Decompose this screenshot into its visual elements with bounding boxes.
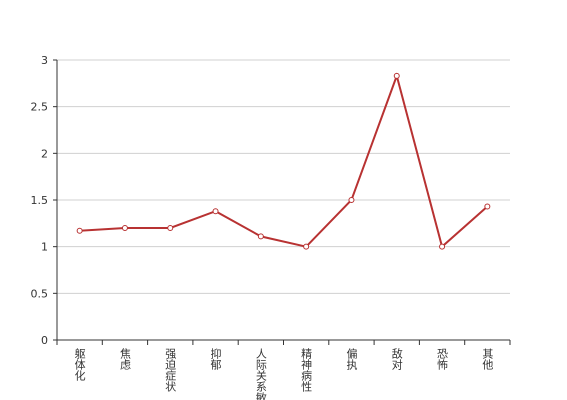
x-tick-label: 偏执: [345, 347, 358, 371]
point: [439, 243, 446, 250]
point: [167, 225, 174, 231]
y-tick-label: 2: [41, 147, 48, 160]
line: [79, 72, 489, 249]
x-tick-label: 躯体化: [73, 348, 86, 382]
x-tick-label: 焦虑: [118, 348, 131, 370]
point: [212, 208, 219, 215]
x-tick-label: 人际关系敏感: [254, 348, 267, 400]
point: [76, 227, 83, 234]
y-tick-label: 0.5: [31, 287, 49, 300]
y-tick-label: 1.5: [31, 194, 49, 207]
y-tick-label: 3: [41, 54, 48, 67]
x-tick-label: 敌对: [390, 347, 403, 370]
point: [348, 197, 355, 203]
point: [303, 243, 310, 250]
x-tick-label: 抑郁: [209, 347, 222, 370]
point: [484, 203, 491, 210]
y-tick-label: 1: [41, 241, 48, 254]
x-tick-label: 精神病性: [300, 348, 313, 393]
x-tick-label: 强迫症状: [164, 348, 177, 392]
point: [393, 72, 400, 79]
x-tick-label: 恐怖: [436, 348, 449, 370]
y-tick-label: 2.5: [31, 101, 49, 114]
y-tick-label: 0: [41, 334, 48, 347]
x-tick-label: 其他: [481, 348, 494, 370]
point: [257, 233, 264, 240]
point: [121, 225, 128, 231]
